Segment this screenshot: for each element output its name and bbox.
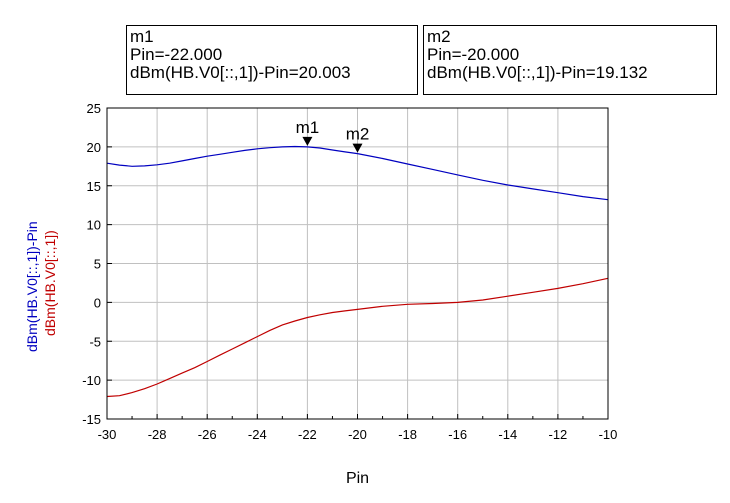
marker-x-readout: Pin=-22.000 — [130, 45, 223, 64]
x-tick-label: -30 — [98, 427, 117, 442]
y-tick-label: 15 — [87, 179, 101, 194]
marker-box-m2: m2 Pin=-20.000 dBm(HB.V0[::,1])-Pin=19.1… — [423, 25, 717, 95]
x-tick-label: -28 — [148, 427, 167, 442]
y-tick-label: 0 — [94, 295, 101, 310]
marker-y-readout: dBm(HB.V0[::,1])-Pin=19.132 — [427, 63, 648, 82]
marker-label-m2: m2 — [346, 125, 370, 144]
x-tick-label: -16 — [448, 427, 467, 442]
marker-triangle-m1 — [302, 136, 313, 146]
x-tick-label: -20 — [348, 427, 367, 442]
y-tick-label: -10 — [82, 373, 101, 388]
grid — [106, 107, 609, 420]
marker-name: m2 — [427, 27, 451, 46]
y-tick-label: 10 — [87, 218, 101, 233]
x-tick-label: -18 — [398, 427, 417, 442]
series-line-red — [106, 277, 609, 398]
marker-marks: m1 m2 — [296, 118, 370, 153]
series-lines — [106, 145, 609, 398]
marker-label-m1: m1 — [296, 118, 320, 137]
tick-labels: -30 -28 -26 -24 -22 -20 -18 -16 -14 -12 -10 -15 -10 -… — [82, 101, 617, 442]
marker-x-readout: Pin=-20.000 — [427, 45, 520, 64]
y-axis-label-red: dBm(HB.V0[::,1]) — [42, 230, 58, 336]
marker-box-m1: m1 Pin=-22.000 dBm(HB.V0[::,1])-Pin=20.0… — [126, 25, 418, 95]
marker-triangle-m2 — [352, 143, 363, 153]
marker-y-readout: dBm(HB.V0[::,1])-Pin=20.003 — [130, 63, 351, 82]
y-tick-label: 5 — [94, 257, 101, 272]
plot-frame — [106, 107, 609, 420]
x-axis-label: Pin — [346, 470, 369, 487]
x-tick-label: -22 — [298, 427, 317, 442]
y-axis-label-blue: dBm(HB.V0[::,1])-Pin — [24, 221, 40, 352]
x-tick-label: -26 — [198, 427, 217, 442]
x-tick-label: -24 — [248, 427, 267, 442]
y-tick-label: 20 — [87, 140, 101, 155]
y-tick-label: -15 — [82, 412, 101, 427]
x-tick-label: -10 — [599, 427, 618, 442]
x-tick-label: -12 — [549, 427, 568, 442]
x-tick-label: -14 — [498, 427, 517, 442]
y-tick-label: 25 — [87, 101, 101, 116]
marker-name: m1 — [130, 27, 154, 46]
series-line-blue — [106, 145, 609, 201]
y-tick-label: -5 — [89, 334, 101, 349]
